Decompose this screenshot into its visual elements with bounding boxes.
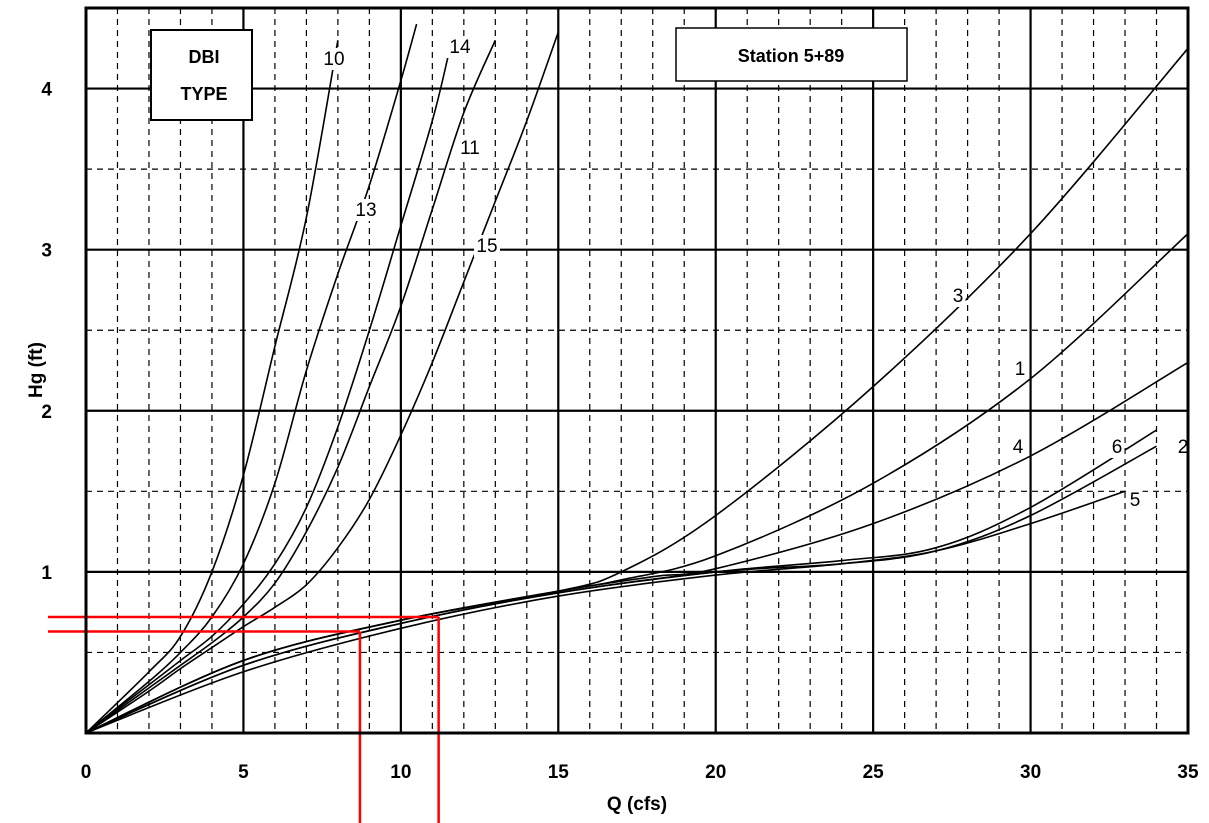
y-tick-label: 4 [41,80,52,101]
curve-label-1: 1 [1015,359,1026,380]
reference-lines [48,615,440,823]
curve-label-13: 13 [355,200,376,221]
x-tick-label: 20 [705,762,726,783]
x-tick-labels: 0 5 10 15 20 25 30 35 [81,762,1199,783]
curve-label-3: 3 [953,286,964,307]
curve-label-2: 2 [1178,437,1189,458]
x-tick-label: 0 [81,762,92,783]
curves [85,23,1189,734]
plot-border [84,6,1190,735]
minor-grid [86,8,1188,733]
type-label: TYPE [180,84,227,104]
curve-11 [85,39,497,734]
curve-label-bg-15 [474,235,500,257]
y-tick-label: 2 [41,402,52,423]
x-tick-label: 10 [390,762,411,783]
curve-label-bg-5 [1127,489,1143,511]
curve-label-6: 6 [1112,437,1123,458]
station-box-frame [675,27,908,82]
x-tick-label: 30 [1020,762,1041,783]
curve-10 [85,40,339,734]
y-tick-labels: 1 2 3 4 [41,80,52,584]
curve-label-bg-10 [321,48,347,70]
curve-label-14: 14 [449,37,471,58]
curve-label-11: 11 [460,138,480,159]
curve-4 [85,361,1189,734]
dbi-type-box-frame [150,29,253,121]
curve-14 [85,56,449,734]
curve-label-bg-13 [353,199,379,221]
curve-label-bg-14 [447,36,473,58]
x-tick-label: 5 [238,762,249,783]
curve-label-5: 5 [1130,490,1141,511]
curve-label-bg-3 [950,285,966,307]
y-tick-label: 1 [41,563,52,584]
x-tick-label: 25 [863,762,885,783]
curve-5 [85,490,1126,734]
curve-label-bg-11 [457,137,483,159]
y-tick-label: 3 [41,241,52,262]
x-tick-label: 35 [1177,762,1199,783]
x-axis-label: Q (cfs) [607,794,667,815]
station-label: Station 5+89 [738,46,845,66]
curve-15 [85,31,560,734]
curve-label-bg-6 [1109,436,1125,458]
curve-label-bg-1 [1012,358,1028,380]
curve-13 [85,23,418,734]
station-box: Station 5+89 [675,27,908,82]
major-grid [86,8,1188,733]
curve-2 [85,445,1157,734]
dbi-type-box: DBI TYPE [150,29,253,121]
x-tick-label: 15 [548,762,570,783]
curve-label-15: 15 [476,236,497,257]
dbi-label: DBI [189,47,220,67]
y-axis-label: Hg (ft) [26,342,47,398]
curve-label-10: 10 [323,49,344,70]
curve-label-4: 4 [1013,437,1024,458]
curve-label-bg-4 [1010,436,1026,458]
